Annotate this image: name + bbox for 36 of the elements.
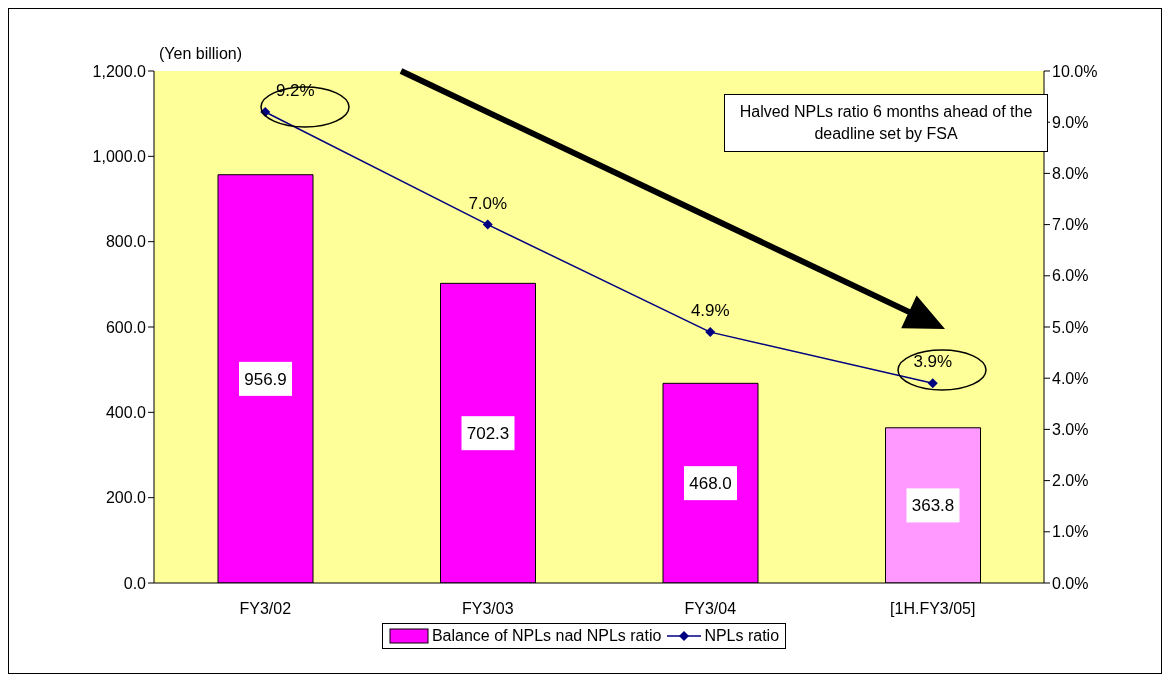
point xyxy=(482,219,493,230)
y-tick-label: 0.0 xyxy=(123,574,147,592)
legend-label: NPLs ratio xyxy=(704,627,780,645)
x-tick-label: [1H.FY3/05] xyxy=(890,600,976,618)
x-tick-label: FY3/04 xyxy=(684,600,737,618)
y2-tick-label: 8.0% xyxy=(1052,165,1089,183)
x-tick-label: FY3/03 xyxy=(461,600,514,618)
y-tick-label: 400.0 xyxy=(105,404,147,422)
y2-tick-label: 0.0% xyxy=(1052,574,1089,592)
y2-tick-label: 1.0% xyxy=(1052,523,1089,541)
y2-tick-label: 5.0% xyxy=(1052,318,1089,336)
y-tick-label: 200.0 xyxy=(105,489,147,507)
y2-tick-label: 10.0% xyxy=(1052,62,1098,80)
data-label: 702.3 xyxy=(466,424,510,444)
point xyxy=(705,327,716,338)
y2-tick-label: 2.0% xyxy=(1052,472,1089,490)
y-tick-label: 800.0 xyxy=(105,233,147,251)
y-tick-label: 1,200.0 xyxy=(92,62,147,80)
point xyxy=(927,378,938,389)
legend-label: Balance of NPLs nad NPLs ratio xyxy=(431,627,662,645)
annotation: Halved NPLs ratio 6 months ahead of the deadline set by FSA xyxy=(724,94,1048,152)
y2-tick-label: 4.0% xyxy=(1052,369,1089,387)
y-axis-title: (Yen billion) xyxy=(159,45,243,63)
data-label: 468.0 xyxy=(689,474,732,494)
data-label: 956.9 xyxy=(244,369,287,389)
data-label: 363.8 xyxy=(911,496,955,516)
data-label: 3.9% xyxy=(913,352,953,372)
y2-tick-label: 7.0% xyxy=(1052,216,1089,234)
y2-tick-label: 3.0% xyxy=(1052,421,1089,439)
x-tick-label: FY3/02 xyxy=(239,600,292,618)
data-label: 7.0% xyxy=(468,193,508,213)
y-tick-label: 600.0 xyxy=(105,318,147,336)
y2-tick-label: 6.0% xyxy=(1052,267,1089,285)
y2-tick-label: 9.0% xyxy=(1052,113,1089,131)
y-tick-label: 1,000.0 xyxy=(92,148,147,166)
data-label: 4.9% xyxy=(690,301,730,321)
